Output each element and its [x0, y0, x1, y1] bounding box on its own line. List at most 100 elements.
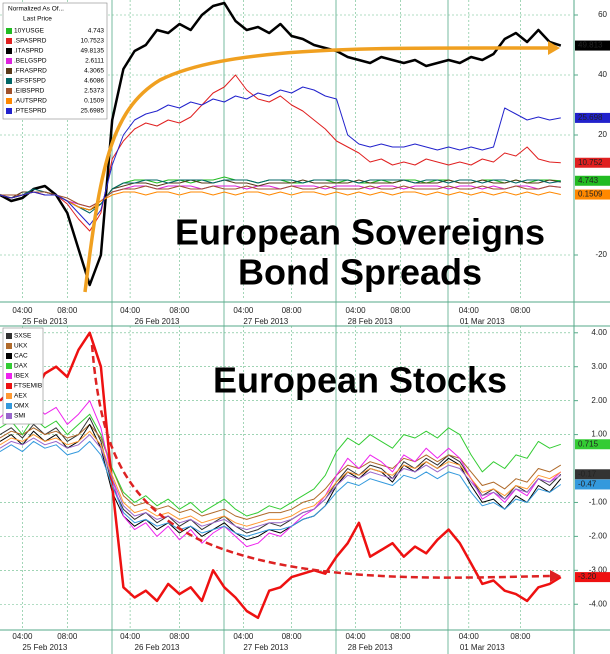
x-tick-label: 04:00 [12, 632, 33, 641]
end-label-box [575, 572, 610, 583]
end-label: 49.813 [578, 41, 603, 50]
date-label: 25 Feb 2013 [22, 643, 67, 652]
series-line [0, 185, 561, 208]
legend-label: UKX [14, 343, 28, 350]
y-tick-label: -2.00 [589, 531, 608, 540]
end-label: -0.47 [578, 480, 597, 489]
series-line [0, 440, 562, 537]
legend-swatch [6, 373, 12, 379]
x-tick-label: 04:00 [459, 632, 480, 641]
trend-arrow [90, 344, 551, 579]
x-tick-label: 04:00 [233, 306, 254, 315]
y-tick-label: -1.00 [589, 498, 608, 507]
legend-value: 4.3065 [84, 68, 104, 75]
arrow-head [550, 570, 561, 582]
date-label: 28 Feb 2013 [348, 643, 393, 652]
legend-swatch [6, 393, 12, 399]
date-label: 01 Mar 2013 [460, 643, 505, 652]
end-label: -0.17 [578, 469, 597, 478]
legend-swatch [6, 98, 12, 104]
x-tick-label: 04:00 [233, 632, 254, 641]
legend-swatch [6, 48, 12, 54]
y-tick-label: 40 [598, 70, 607, 79]
legend-label: .SPASPRD [14, 38, 47, 45]
legend-label: FTSEMIB [14, 383, 42, 390]
legend-value: 25.6985 [81, 108, 105, 115]
annotation: European Sovereigns [175, 212, 545, 253]
series-line [0, 179, 561, 214]
series-line [0, 191, 561, 211]
legend-swatch [6, 38, 12, 44]
x-tick-label: 04:00 [346, 632, 367, 641]
date-label: 27 Feb 2013 [243, 643, 288, 652]
x-tick-label: 08:00 [282, 306, 303, 315]
legend-value: 4.6086 [84, 78, 104, 85]
legend-value: 4.743 [88, 28, 105, 35]
series-line [0, 413, 561, 517]
legend-label: .BFSFSPD [14, 78, 46, 85]
date-label: 27 Feb 2013 [243, 317, 288, 326]
end-label-box [575, 112, 610, 123]
series-line [0, 400, 562, 548]
legend-swatch [6, 383, 12, 389]
y-tick-label: -3.00 [589, 565, 608, 574]
legend-value: 2.6111 [85, 58, 104, 65]
end-label: -3.20 [578, 572, 597, 581]
legend-swatch [6, 343, 12, 349]
legend-label: .BELGSPD [14, 58, 47, 65]
legend-box [2, 2, 108, 120]
end-label-box [575, 469, 610, 480]
x-tick-label: 04:00 [346, 306, 367, 315]
legend-label: DAX [14, 363, 28, 370]
x-tick-label: 08:00 [510, 632, 531, 641]
legend-label: IBEX [14, 373, 29, 380]
y-tick-label: 3.00 [591, 362, 607, 371]
legend-swatch [6, 333, 12, 339]
end-label: 4.743 [578, 176, 599, 185]
legend-swatch [6, 88, 12, 94]
series-line [0, 331, 562, 620]
legend-label: AEX [14, 393, 28, 400]
y-tick-label: 2.00 [591, 396, 607, 405]
end-label-box [575, 157, 610, 168]
series-line [0, 179, 561, 211]
y-tick-label: 60 [598, 10, 607, 19]
legend-label: CAC [14, 353, 28, 360]
legend-swatch [6, 28, 12, 34]
legend-value: 2.5373 [84, 88, 104, 95]
x-tick-label: 08:00 [390, 306, 411, 315]
legend-swatch [6, 403, 12, 409]
legend-label: .PTESPRD [14, 108, 47, 115]
end-label: 10.752 [578, 158, 603, 167]
x-tick-label: 08:00 [510, 306, 531, 315]
x-tick-label: 04:00 [120, 306, 141, 315]
x-tick-label: 04:00 [12, 306, 33, 315]
y-tick-label: 1.00 [591, 430, 607, 439]
trend-arrow [83, 46, 549, 293]
x-tick-label: 08:00 [169, 632, 190, 641]
legend-swatch [6, 363, 12, 369]
date-label: 25 Feb 2013 [22, 317, 67, 326]
series-line [0, 417, 562, 534]
annotation: European Stocks [213, 360, 507, 401]
legend-value: 10.7523 [81, 38, 105, 45]
legend-swatch [6, 413, 12, 419]
x-tick-label: 08:00 [57, 306, 78, 315]
end-label: 0.1509 [578, 190, 603, 199]
end-label: 0.715 [578, 439, 599, 448]
legend-value: 49.8135 [81, 48, 105, 55]
legend-label: .AUTSPRD [14, 98, 47, 105]
legend-label: SMI [14, 413, 26, 420]
series-line [0, 434, 562, 531]
date-label: 28 Feb 2013 [348, 317, 393, 326]
legend-swatch [6, 108, 12, 114]
legend-value: 0.1509 [84, 98, 104, 105]
end-label-box [575, 175, 610, 186]
legend-label: 10YUSGE [14, 28, 45, 35]
series-line [0, 1, 562, 287]
legend-label: .FRASPRD [14, 68, 47, 75]
arrow-head [548, 41, 560, 55]
end-label-box [575, 439, 610, 450]
